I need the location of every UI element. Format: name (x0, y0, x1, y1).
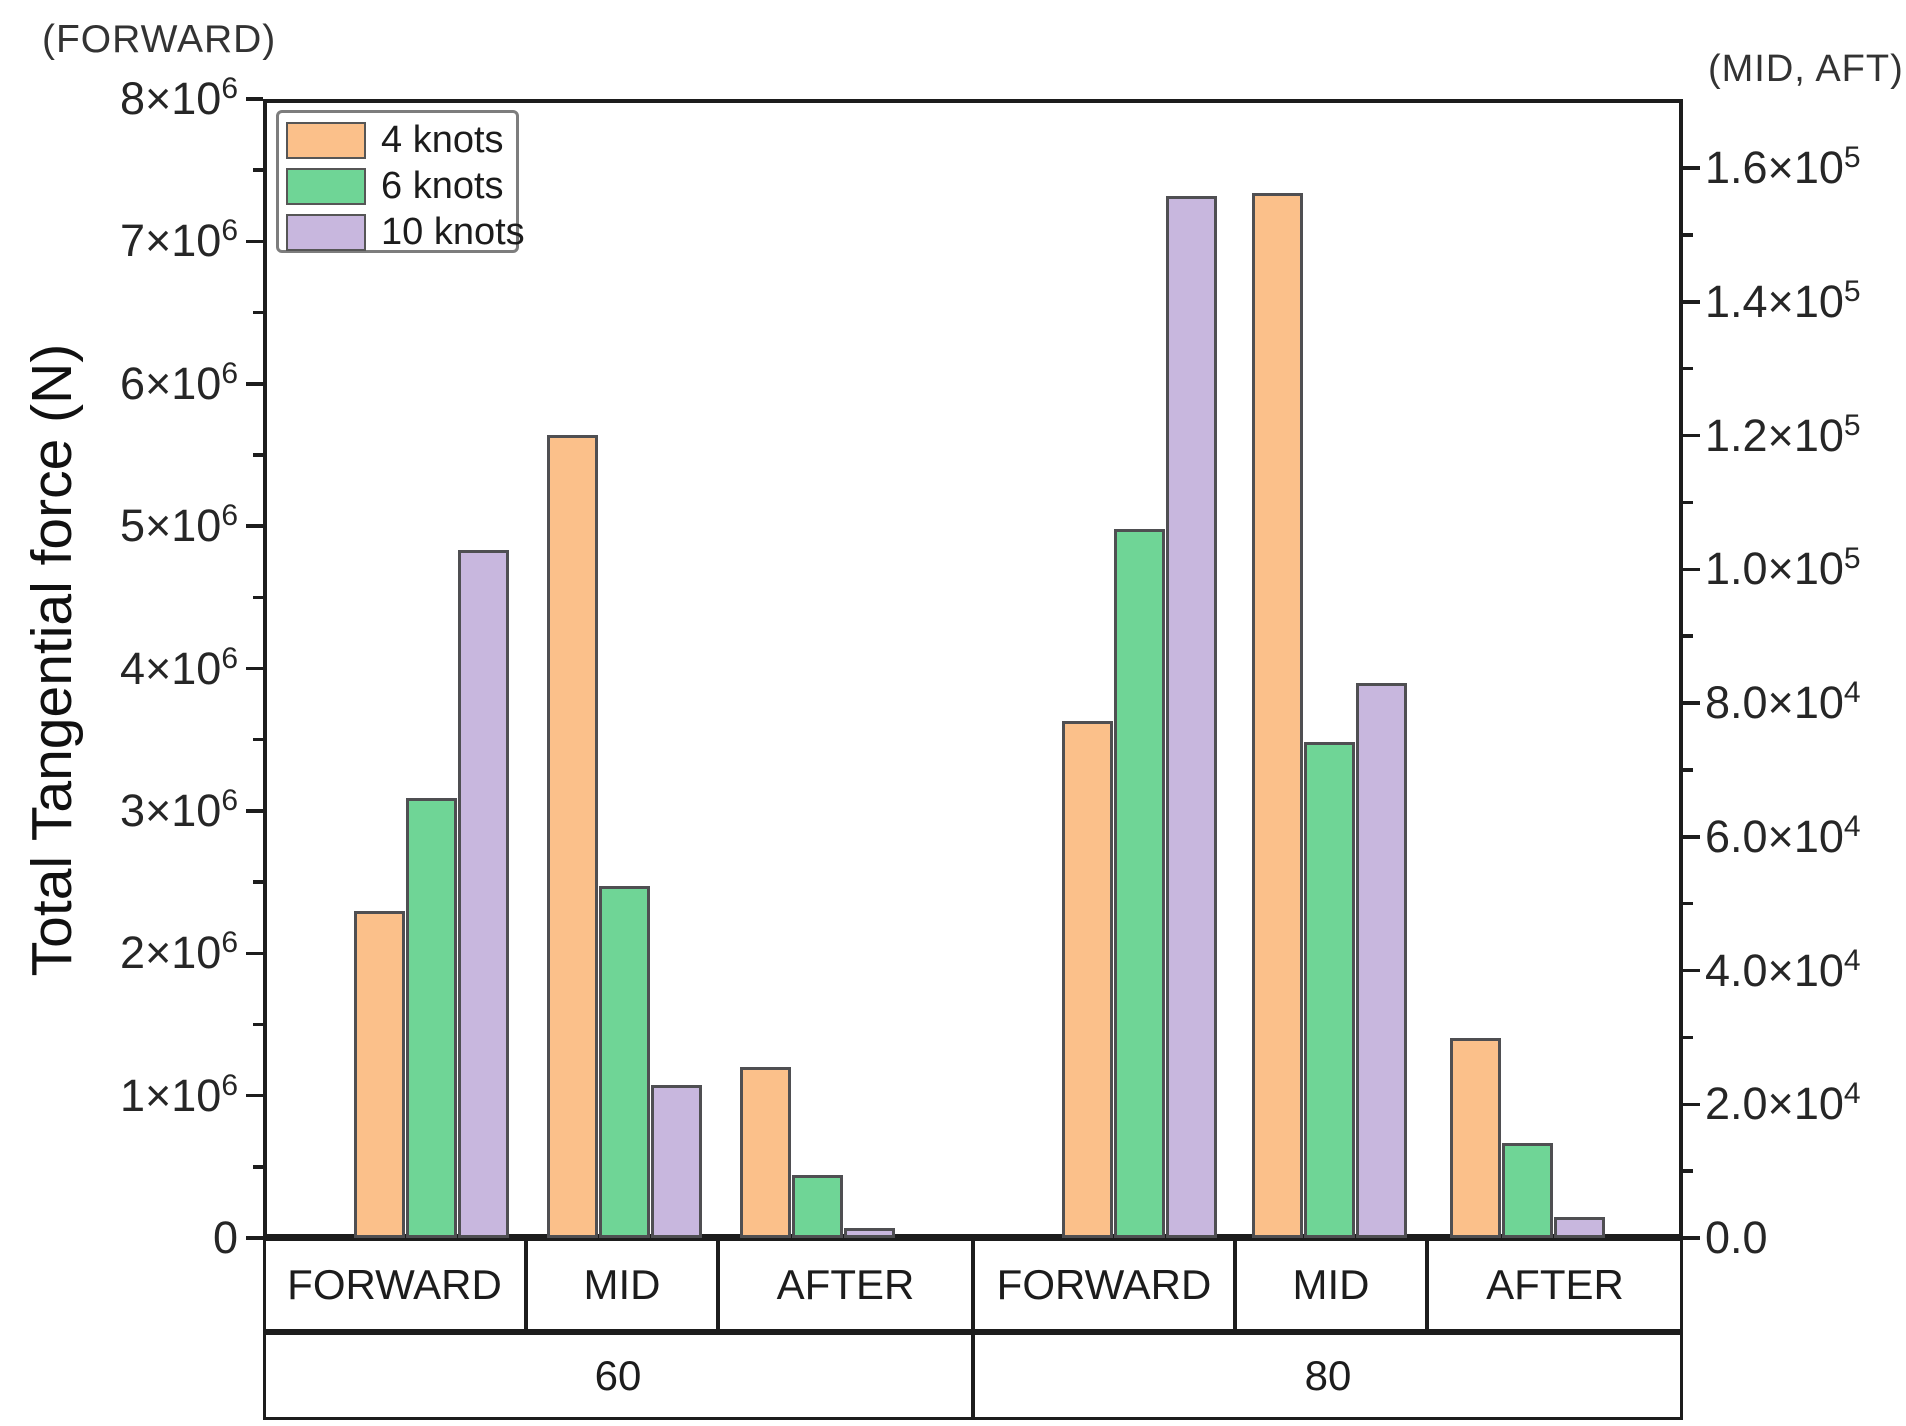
bar-80-MID-10-knots (1356, 682, 1407, 1238)
bar-60-FORWARD-10-knots (458, 550, 509, 1238)
right-axis-tick-label: 1.6×105 (1705, 141, 1861, 193)
right-axis-tick-label: 8.0×104 (1705, 676, 1861, 728)
left-axis-minor-tick (253, 595, 263, 600)
speed-cell-60: 60 (594, 1352, 642, 1399)
left-axis-minor-tick (253, 880, 263, 884)
bar-80-FORWARD-4-knots (1062, 721, 1113, 1238)
bar-80-AFTER-10-knots (1554, 1217, 1605, 1238)
legend-swatch-10-knots (286, 214, 366, 251)
left-axis-tick-label: 4×106 (119, 641, 238, 694)
section-cell-mid: MID (1292, 1261, 1370, 1308)
section-divider (524, 1238, 528, 1332)
legend-item: 4 knots (286, 119, 523, 161)
section-divider (971, 1238, 975, 1332)
right-axis-major-tick (1683, 166, 1700, 170)
legend-item: 10 knots (286, 211, 525, 253)
legend-item: 6 knots (286, 165, 523, 207)
plot-area (263, 99, 1683, 1238)
right-axis-minor-tick (1683, 366, 1693, 371)
legend-label: 6 knots (381, 165, 504, 207)
bar-80-FORWARD-10-knots (1166, 195, 1217, 1238)
right-axis-tick-label: 1.0×105 (1705, 542, 1861, 595)
bar-80-MID-4-knots (1252, 193, 1303, 1238)
right-axis-tick-label: 1.4×105 (1705, 274, 1861, 327)
right-axis-minor-tick (1683, 634, 1693, 638)
right-axis-major-tick (1683, 968, 1700, 973)
left-axis-tick-label: 8×106 (119, 72, 238, 124)
bar-80-FORWARD-6-knots (1114, 528, 1165, 1238)
speed-cell-80: 80 (1304, 1352, 1352, 1399)
legend-label: 10 knots (381, 211, 525, 253)
left-axis-major-tick (246, 666, 263, 671)
left-axis-annotation: (FORWARD) (42, 18, 277, 61)
left-axis-minor-tick (253, 310, 263, 315)
left-axis-major-tick (246, 809, 263, 813)
left-axis-minor-tick (253, 453, 263, 457)
right-axis-minor-tick (1683, 901, 1693, 906)
right-axis-minor-tick (1683, 500, 1693, 505)
left-axis-minor-tick (253, 737, 263, 742)
legend-swatch-4-knots (286, 122, 366, 159)
left-axis-tick-label: 1×106 (119, 1068, 238, 1121)
left-axis-major-tick (246, 1236, 263, 1240)
right-axis-minor-tick (1683, 233, 1693, 237)
section-cell-mid: MID (583, 1261, 661, 1308)
left-axis-major-tick (246, 524, 263, 528)
left-axis-minor-tick (253, 1165, 263, 1169)
left-axis-tick-label: 2×106 (119, 926, 238, 979)
section-cell-after: AFTER (1486, 1261, 1624, 1308)
right-axis-annotation: (MID, AFT) (1708, 48, 1904, 90)
left-axis-tick-label: 7×106 (119, 214, 238, 267)
left-axis-major-tick (246, 97, 263, 101)
left-axis-major-tick (246, 1093, 263, 1098)
bar-60-MID-4-knots (547, 435, 598, 1238)
right-axis-minor-tick (1683, 1169, 1693, 1173)
right-axis-major-tick (1683, 1236, 1700, 1240)
left-axis-tick-label: 0 (212, 1212, 238, 1263)
bar-60-MID-6-knots (599, 886, 650, 1238)
legend: 4 knots 6 knots 10 knots (276, 110, 525, 253)
right-axis-major-tick (1683, 1102, 1700, 1106)
section-cell-forward: FORWARD (287, 1261, 502, 1308)
left-axis-tick-label: 3×106 (119, 783, 238, 836)
legend-swatch-6-knots (286, 168, 366, 205)
left-axis-major-tick (246, 951, 263, 955)
bar-80-MID-6-knots (1304, 741, 1355, 1238)
right-axis-minor-tick (1683, 768, 1693, 772)
bar-60-FORWARD-4-knots (354, 910, 405, 1238)
right-axis-tick-label: 2.0×104 (1705, 1077, 1861, 1130)
left-axis-tick-label: 6×106 (119, 356, 238, 409)
right-axis-tick-label: 0.0 (1705, 1212, 1768, 1263)
bar-80-AFTER-4-knots (1450, 1038, 1501, 1238)
bar-60-AFTER-10-knots (844, 1227, 895, 1238)
right-axis-tick-label: 4.0×104 (1705, 943, 1861, 996)
speed-divider (971, 1332, 975, 1420)
left-axis-major-tick (246, 239, 263, 244)
bar-60-FORWARD-6-knots (406, 798, 457, 1238)
right-axis-major-tick (1683, 300, 1700, 304)
section-divider (1425, 1238, 1429, 1332)
right-axis-major-tick (1683, 701, 1700, 705)
left-axis-minor-tick (253, 168, 263, 172)
right-axis-major-tick (1683, 433, 1700, 438)
right-axis-major-tick (1683, 835, 1700, 839)
bar-60-AFTER-4-knots (740, 1066, 791, 1238)
right-axis-tick-label: 1.2×105 (1705, 408, 1861, 461)
legend-label: 4 knots (381, 119, 504, 161)
section-cell-after: AFTER (776, 1261, 915, 1308)
right-axis-minor-tick (1683, 1035, 1693, 1040)
section-cell-forward: FORWARD (996, 1261, 1212, 1308)
left-axis-minor-tick (253, 1022, 263, 1027)
bar-60-MID-10-knots (651, 1084, 702, 1238)
right-axis-major-tick (1683, 567, 1700, 571)
bar-60-AFTER-6-knots (792, 1175, 843, 1238)
right-axis-tick-label: 6.0×104 (1705, 809, 1861, 862)
left-axis-major-tick (246, 382, 263, 386)
bar-80-AFTER-6-knots (1502, 1143, 1553, 1238)
section-divider (1233, 1238, 1237, 1332)
section-divider (716, 1238, 720, 1332)
left-axis-tick-label: 5×106 (119, 499, 238, 552)
